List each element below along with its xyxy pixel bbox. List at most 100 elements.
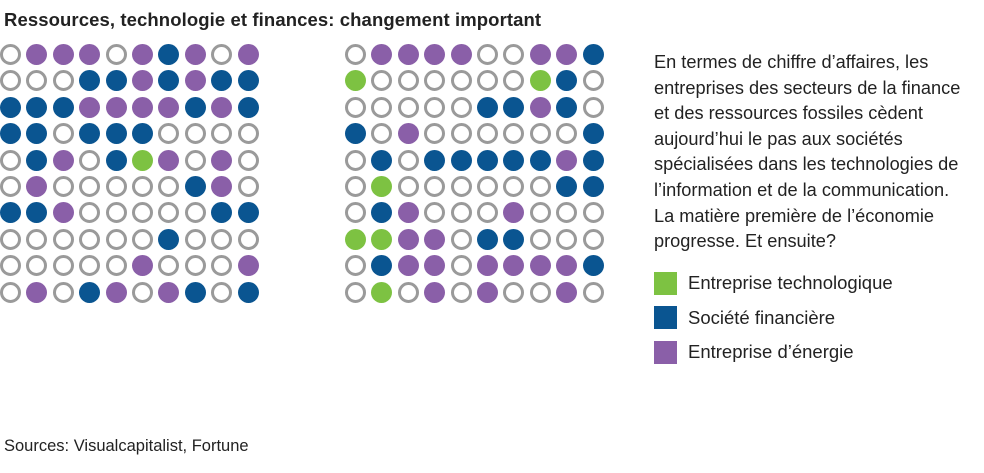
legend-item-finance: Société financière: [654, 301, 893, 336]
empty-dot: [476, 44, 498, 65]
finance-dot: [26, 123, 48, 145]
empty-dot: [582, 70, 604, 92]
energy-dot: [79, 96, 101, 118]
empty-dot: [0, 175, 21, 197]
empty-dot: [211, 44, 233, 65]
finance-dot: [52, 96, 74, 118]
empty-dot: [158, 255, 180, 277]
empty-dot: [503, 281, 525, 303]
empty-dot: [0, 281, 21, 303]
description-line: spécialisées dans les technologies de: [654, 154, 959, 175]
empty-dot: [397, 70, 419, 92]
empty-dot: [450, 96, 472, 118]
energy-dot: [397, 202, 419, 224]
finance-dot: [237, 202, 259, 224]
finance-dot: [503, 96, 525, 118]
energy-dot: [211, 96, 233, 118]
finance-dot: [158, 44, 180, 65]
energy-dot: [424, 281, 446, 303]
legend-label-finance: Société financière: [688, 306, 836, 328]
finance-dot: [105, 70, 127, 92]
legend: Entreprise technologique Société financi…: [654, 266, 893, 370]
empty-dot: [371, 96, 393, 118]
finance-dot: [582, 123, 604, 145]
tech-dot: [371, 281, 393, 303]
finance-dot: [371, 149, 393, 171]
energy-dot: [371, 44, 393, 65]
empty-dot: [158, 175, 180, 197]
empty-dot: [582, 202, 604, 224]
finance-dot: [158, 228, 180, 250]
energy-dot: [529, 44, 551, 65]
energy-dot: [503, 202, 525, 224]
empty-dot: [184, 255, 206, 277]
finance-dot: [237, 70, 259, 92]
empty-dot: [0, 70, 21, 92]
empty-dot: [529, 281, 551, 303]
legend-item-tech: Entreprise technologique: [654, 266, 893, 301]
description-text: En termes de chiffre d’affaires, les ent…: [654, 50, 984, 255]
energy-dot: [105, 96, 127, 118]
empty-dot: [345, 202, 366, 224]
empty-dot: [529, 202, 551, 224]
finance-dot: [424, 149, 446, 171]
finance-dot: [79, 70, 101, 92]
empty-dot: [424, 123, 446, 145]
energy-dot: [424, 255, 446, 277]
empty-dot: [211, 123, 233, 145]
empty-dot: [450, 123, 472, 145]
empty-dot: [529, 175, 551, 197]
energy-dot: [158, 96, 180, 118]
finance-dot: [556, 96, 578, 118]
empty-dot: [131, 202, 153, 224]
description-line: aujourd’hui le pas aux sociétés: [654, 128, 903, 149]
energy-dot: [26, 44, 48, 65]
legend-item-energy: Entreprise d’énergie: [654, 335, 893, 370]
empty-dot: [476, 175, 498, 197]
empty-dot: [345, 149, 366, 171]
finance-dot: [0, 202, 21, 224]
chart-title: Ressources, technologie et finances: cha…: [4, 9, 542, 30]
empty-dot: [131, 175, 153, 197]
finance-dot: [105, 123, 127, 145]
energy-dot: [529, 255, 551, 277]
finance-dot: [371, 202, 393, 224]
empty-dot: [503, 44, 525, 65]
energy-dot: [184, 44, 206, 65]
empty-dot: [211, 281, 233, 303]
empty-dot: [26, 228, 48, 250]
finance-dot: [184, 281, 206, 303]
empty-dot: [237, 175, 259, 197]
description-line: progresse. Et ensuite?: [654, 231, 836, 252]
description-line: entreprises des secteurs de la finance: [654, 77, 961, 98]
empty-dot: [79, 228, 101, 250]
empty-dot: [26, 255, 48, 277]
empty-dot: [0, 228, 21, 250]
finance-dot: [556, 175, 578, 197]
empty-dot: [556, 202, 578, 224]
finance-dot: [476, 149, 498, 171]
empty-dot: [345, 281, 366, 303]
empty-dot: [424, 202, 446, 224]
finance-dot: [211, 70, 233, 92]
energy-dot: [556, 255, 578, 277]
empty-dot: [184, 123, 206, 145]
empty-dot: [237, 123, 259, 145]
empty-dot: [184, 228, 206, 250]
dot-grid-right: [345, 44, 609, 308]
empty-dot: [556, 123, 578, 145]
energy-dot: [450, 44, 472, 65]
finance-dot: [503, 228, 525, 250]
finance-dot: [0, 96, 21, 118]
finance-dot: [79, 281, 101, 303]
dot-grid-left: [0, 44, 264, 308]
empty-dot: [450, 175, 472, 197]
finance-dot: [237, 96, 259, 118]
finance-dot: [476, 96, 498, 118]
energy-dot: [52, 149, 74, 171]
finance-dot: [184, 96, 206, 118]
empty-dot: [345, 175, 366, 197]
empty-dot: [79, 149, 101, 171]
empty-dot: [79, 255, 101, 277]
empty-dot: [476, 70, 498, 92]
